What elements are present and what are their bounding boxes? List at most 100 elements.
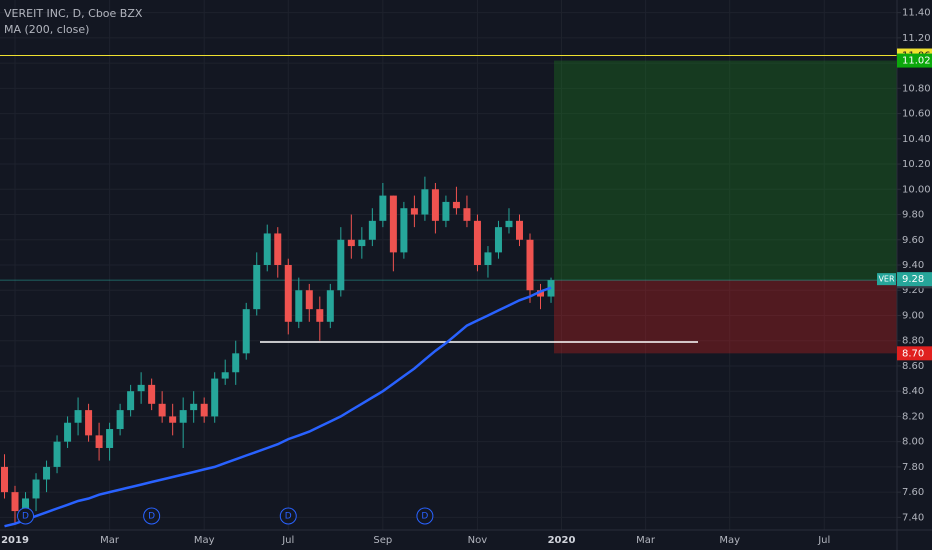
candle-body [263, 233, 271, 265]
candle-body [179, 410, 187, 423]
dividend-marker [17, 507, 35, 525]
candle-body [515, 220, 523, 240]
x-tick-label: Mar [100, 535, 120, 546]
candle-body [463, 208, 471, 221]
candle-body [316, 309, 324, 322]
candle-body [200, 403, 208, 417]
axis: 7.40 7.60 7.80 8.00 8.20 8.40 8.60 8.80 9.00 9.20… [1, 8, 932, 546]
symbol-tag [877, 273, 896, 286]
candle-body [442, 201, 450, 221]
candle-body [116, 410, 124, 430]
candle-body [379, 195, 387, 221]
candle-body [22, 498, 30, 512]
y-tick-label: 9.40 [902, 260, 924, 271]
price-tag-label: 8.70 [902, 348, 924, 359]
x-tick-label: May [719, 535, 740, 546]
y-tick-label: 9.00 [902, 310, 924, 321]
price-tag-label: 9.28 [902, 274, 924, 285]
candle-body [53, 441, 61, 467]
x-tick-label: Jul [281, 535, 294, 546]
x-tick-label: May [194, 535, 215, 546]
candle-body [274, 233, 282, 265]
y-tick-label: 7.80 [902, 462, 924, 473]
candle-body [64, 422, 72, 442]
price-tag [897, 53, 932, 68]
dividend-label: D [421, 512, 428, 522]
y-tick-label: 8.80 [902, 336, 924, 347]
dividend-marker [143, 507, 161, 525]
dividend-label: D [285, 512, 292, 522]
candle-body [484, 252, 492, 265]
y-tick-label: 9.20 [902, 285, 924, 296]
zones [0, 55, 897, 354]
indicator-label: MA (200, close) [4, 23, 89, 36]
candle-body [32, 479, 40, 499]
candle-body [389, 195, 397, 253]
dividend-marker [279, 507, 297, 525]
y-tick-label: 7.40 [902, 512, 924, 523]
candle-body [431, 189, 439, 221]
candle-body [148, 384, 156, 404]
x-tick-label: Mar [636, 535, 656, 546]
candle-body [347, 239, 355, 247]
y-tick-label: 10.80 [902, 83, 931, 94]
chart-title: VEREIT INC, D, Cboe BZX [4, 7, 143, 20]
x-tick-label: 2019 [1, 535, 29, 546]
candle-body [368, 220, 376, 240]
candle-body [221, 372, 229, 379]
dividend-label: D [148, 512, 155, 522]
candle-body [85, 410, 93, 436]
candle-body [253, 265, 261, 310]
candle-body [473, 220, 481, 265]
candle-body [43, 466, 51, 480]
candle-body [494, 227, 502, 253]
candle-body [74, 410, 82, 423]
candle-body [95, 435, 103, 448]
target-zone [554, 60, 897, 281]
y-tick-label: 9.80 [902, 210, 924, 221]
ma-line [4, 286, 552, 528]
dividend-label: D [22, 512, 29, 522]
y-tick-label: 10.00 [902, 184, 931, 195]
candle-body [232, 353, 240, 373]
candle-body [11, 492, 19, 512]
candle-body [127, 391, 135, 411]
candle-body [169, 416, 177, 423]
x-tick-label: Nov [468, 535, 488, 546]
price-tag-label: 11.02 [902, 56, 931, 67]
candle-body [1, 466, 8, 493]
y-tick-label: 8.20 [902, 411, 924, 422]
candle-body [358, 239, 366, 247]
candle-body [421, 189, 429, 215]
y-tick-label: 8.60 [902, 361, 924, 372]
candle-body [158, 403, 166, 417]
candle-body [295, 290, 303, 322]
candle-body [400, 208, 408, 253]
dividend-marker [416, 507, 434, 525]
candle-body [410, 208, 418, 215]
candle-body [537, 290, 545, 297]
candle-body [505, 220, 513, 228]
x-tick-label: Jul [817, 535, 830, 546]
y-tick-label: 7.60 [902, 487, 924, 498]
candle-body [326, 290, 334, 322]
candle-body [137, 384, 145, 392]
y-tick-label: 8.00 [902, 437, 924, 448]
y-tick-label: 10.40 [902, 134, 931, 145]
candle-body [452, 201, 460, 209]
candle-body [526, 239, 534, 291]
candle-body [337, 239, 345, 291]
x-tick-label: Sep [373, 535, 392, 546]
candle-body [284, 265, 292, 322]
symbol-tag-label: VER [878, 275, 895, 284]
y-tick-label: 9.60 [902, 235, 924, 246]
candle-body [211, 378, 219, 417]
grid [0, 0, 897, 530]
price-tag [897, 346, 932, 361]
y-tick-label: 10.60 [902, 109, 931, 120]
y-tick-label: 10.20 [902, 159, 931, 170]
